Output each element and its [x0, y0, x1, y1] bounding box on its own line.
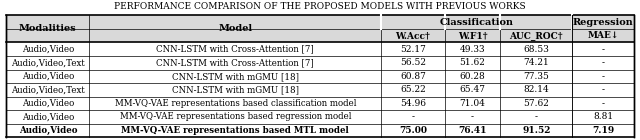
Text: PERFORMANCE COMPARISON OF THE PROPOSED MODELS WITH PREVIOUS WORKS: PERFORMANCE COMPARISON OF THE PROPOSED M… [114, 2, 526, 11]
Text: -: - [602, 58, 604, 67]
Text: CNN-LSTM with Cross-Attention [7]: CNN-LSTM with Cross-Attention [7] [156, 58, 314, 67]
Text: 76.41: 76.41 [458, 126, 487, 135]
Text: Audio,Video: Audio,Video [22, 99, 74, 108]
Text: AUC_ROC†: AUC_ROC† [509, 31, 563, 40]
Text: MM-VQ-VAE representations based classification model: MM-VQ-VAE representations based classifi… [115, 99, 356, 108]
Text: 65.22: 65.22 [400, 85, 426, 94]
Bar [6, 29, 634, 42]
Text: 7.19: 7.19 [592, 126, 614, 135]
Text: CNN-LSTM with Cross-Attention [7]: CNN-LSTM with Cross-Attention [7] [156, 45, 314, 54]
Text: 91.52: 91.52 [522, 126, 550, 135]
Text: -: - [535, 112, 538, 121]
Text: -: - [602, 85, 604, 94]
Bar [6, 15, 634, 29]
Text: 65.47: 65.47 [460, 85, 486, 94]
Text: 54.96: 54.96 [400, 99, 426, 108]
Text: Modalities: Modalities [19, 24, 77, 33]
Text: -: - [602, 99, 604, 108]
Text: Audio,Video,Text: Audio,Video,Text [11, 58, 84, 67]
Text: 82.14: 82.14 [524, 85, 549, 94]
Text: Audio,Video: Audio,Video [22, 72, 74, 81]
Text: 56.52: 56.52 [400, 58, 426, 67]
Text: 75.00: 75.00 [399, 126, 427, 135]
Text: MAE↓: MAE↓ [588, 31, 619, 40]
Text: Audio,Video,Text: Audio,Video,Text [11, 85, 84, 94]
Text: 71.04: 71.04 [460, 99, 485, 108]
Text: Audio,Video: Audio,Video [19, 126, 77, 135]
Text: 8.81: 8.81 [593, 112, 613, 121]
Text: MM-VQ-VAE representations based regression model: MM-VQ-VAE representations based regressi… [120, 112, 351, 121]
Text: 60.87: 60.87 [400, 72, 426, 81]
Text: 57.62: 57.62 [524, 99, 549, 108]
Text: 49.33: 49.33 [460, 45, 485, 54]
Text: -: - [602, 45, 604, 54]
Text: 60.28: 60.28 [460, 72, 485, 81]
Text: W.Acc†: W.Acc† [396, 31, 431, 40]
Text: -: - [471, 112, 474, 121]
Text: 52.17: 52.17 [400, 45, 426, 54]
Text: W.F1†: W.F1† [458, 31, 487, 40]
Text: 51.62: 51.62 [460, 58, 485, 67]
Text: Model: Model [218, 24, 252, 33]
Text: 68.53: 68.53 [524, 45, 549, 54]
Text: MM-VQ-VAE representations based MTL model: MM-VQ-VAE representations based MTL mode… [122, 126, 349, 135]
Text: 74.21: 74.21 [524, 58, 549, 67]
Text: CNN-LSTM with mGMU [18]: CNN-LSTM with mGMU [18] [172, 72, 299, 81]
Text: -: - [602, 72, 604, 81]
Text: 77.35: 77.35 [524, 72, 549, 81]
Text: Classification: Classification [440, 18, 514, 27]
Text: Audio,Video: Audio,Video [22, 45, 74, 54]
Text: CNN-LSTM with mGMU [18]: CNN-LSTM with mGMU [18] [172, 85, 299, 94]
Text: Regression: Regression [573, 18, 634, 27]
Text: -: - [412, 112, 415, 121]
Text: Audio,Video: Audio,Video [22, 112, 74, 121]
